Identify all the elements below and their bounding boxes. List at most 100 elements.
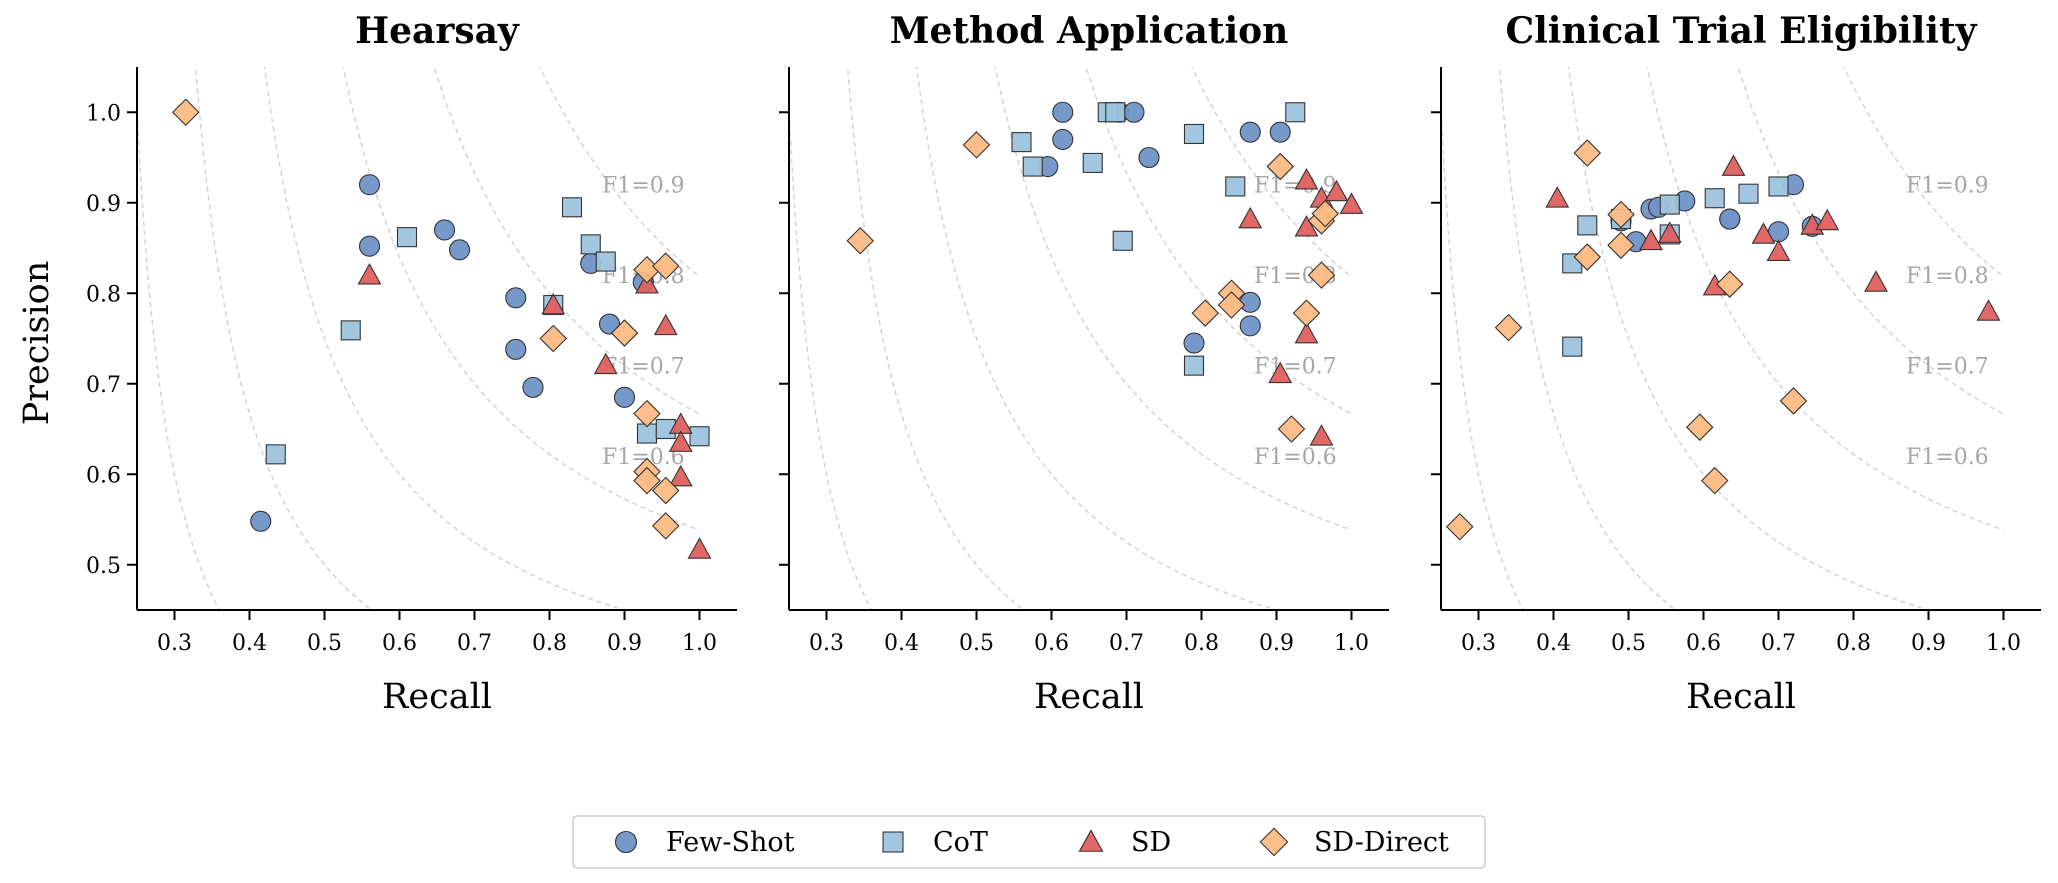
data-point (1011, 132, 1032, 153)
legend-label: Few-Shot (666, 827, 795, 858)
x-tick-label: 0.5 (1611, 631, 1646, 656)
iso-f1-curve (1498, 67, 1677, 610)
y-axis-label: Precision (17, 261, 57, 426)
data-point (653, 313, 678, 336)
data-point (250, 510, 272, 532)
data-point (1052, 101, 1074, 123)
iso-f1-curve (1567, 67, 1931, 610)
data-point (1562, 336, 1583, 357)
data-point (651, 512, 680, 540)
iso-f1-curve (1085, 67, 1352, 415)
iso-f1-label: F1=0.6 (1906, 445, 1989, 470)
iso-f1-curve (194, 67, 373, 610)
data-point (1269, 121, 1291, 143)
iso-f1-curve (1737, 67, 2004, 415)
data-point (1639, 228, 1663, 251)
legend-marker (882, 831, 904, 853)
data-point (1494, 313, 1523, 342)
data-point (358, 174, 381, 196)
data-point (1277, 415, 1306, 443)
data-point (1309, 424, 1334, 446)
x-tick-label: 0.7 (1109, 631, 1144, 656)
panel-2: F1=0.9F1=0.8F1=0.7F1=0.60.3 0.4 0.5 0.6 0.7 0… (779, 10, 1389, 717)
legend-label: SD (1131, 827, 1171, 858)
data-point (1659, 194, 1680, 215)
data-point (1738, 183, 1759, 204)
x-tick-label: 0.5 (307, 631, 342, 656)
x-tick-label: 1.0 (1334, 631, 1369, 656)
y-tick-label: 0.7 (86, 373, 121, 398)
legend: Few-Shot CoT SD SD-Direct (572, 815, 1486, 869)
x-tick-label: 0.4 (232, 631, 267, 656)
x-tick-label: 0.5 (959, 631, 994, 656)
legend-marker (614, 830, 638, 854)
data-point (1976, 299, 2001, 321)
y-tick-label: 0.5 (86, 554, 121, 579)
data-point (1183, 332, 1205, 354)
data-point (1105, 102, 1126, 123)
data-point (1292, 299, 1321, 327)
data-point (1768, 176, 1789, 197)
data-point (539, 324, 568, 353)
data-point (505, 287, 527, 309)
series-few-shot (250, 174, 654, 532)
x-tick-label: 0.7 (1761, 631, 1796, 656)
data-point (1294, 321, 1319, 344)
series-sd-direct (1445, 139, 1808, 541)
data-point (1715, 270, 1744, 298)
data-point (668, 464, 693, 487)
data-point (1191, 299, 1220, 327)
data-point (1719, 208, 1741, 230)
y-tick-label: 1.0 (86, 101, 121, 126)
data-point (1294, 167, 1319, 190)
data-point (505, 338, 527, 360)
data-point (1545, 186, 1570, 208)
legend-label: SD-Direct (1314, 827, 1449, 858)
x-axis-label: Recall (382, 677, 492, 717)
data-point (357, 263, 382, 285)
iso-f1-label: F1=0.7 (1906, 355, 1989, 380)
x-axis-label: Recall (1686, 677, 1796, 717)
series-sd (1238, 167, 1364, 446)
data-point (610, 319, 639, 347)
x-tick-label: 0.9 (607, 631, 642, 656)
iso-f1-curve (1441, 96, 1525, 610)
iso-f1-curve (915, 67, 1279, 610)
x-tick-label: 0.8 (1184, 631, 1219, 656)
legend-frame (572, 815, 1486, 869)
panel-title: Clinical Trial Eligibility (1505, 10, 1977, 52)
data-point (1217, 291, 1246, 319)
data-point (1123, 101, 1145, 123)
data-point (651, 476, 680, 505)
data-point (1607, 200, 1635, 229)
data-point (580, 234, 601, 255)
data-point (1685, 413, 1714, 441)
x-tick-label: 1.0 (682, 631, 717, 656)
data-point (1607, 231, 1635, 260)
data-point (1704, 188, 1725, 209)
iso-f1-curve (539, 67, 700, 278)
iso-f1-curve (846, 67, 1025, 610)
data-point (358, 235, 381, 257)
y-tick-label: 0.6 (86, 463, 121, 488)
data-point (651, 252, 680, 280)
x-tick-label: 0.7 (457, 631, 492, 656)
data-point (1239, 315, 1261, 337)
iso-f1-label: F1=0.7 (1254, 355, 1337, 380)
data-point (633, 399, 661, 428)
panel-3: F1=0.9 F1=0.8 F1=0.7 F1=0.6 0.3 0.4 0.5 0.6 0.7 0… (1431, 10, 2041, 717)
data-point (396, 227, 418, 248)
data-point (522, 376, 544, 398)
data-point (1239, 291, 1261, 313)
data-point (613, 386, 636, 408)
data-point (1577, 215, 1598, 236)
x-tick-label: 0.8 (1836, 631, 1871, 656)
data-point (1266, 152, 1295, 181)
x-tick-label: 0.3 (157, 631, 192, 656)
data-point (1445, 512, 1474, 541)
data-point (1657, 221, 1682, 243)
data-point (595, 251, 616, 272)
data-point (1307, 261, 1336, 289)
legend-marker (1078, 829, 1104, 852)
